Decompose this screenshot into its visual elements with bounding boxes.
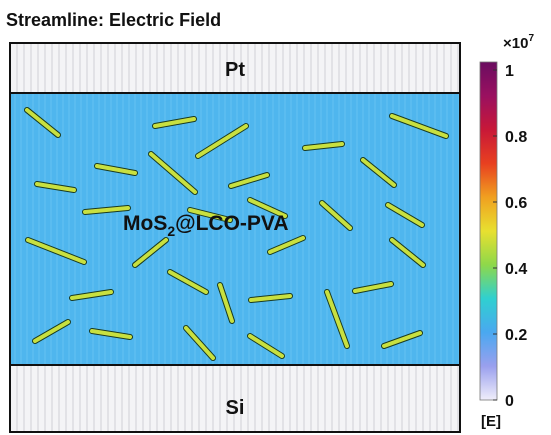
layer-label: Pt: [225, 59, 245, 81]
tick-label: 0.6: [505, 195, 527, 212]
tick-label: 0.8: [505, 129, 527, 146]
tick-label: 0.2: [505, 327, 527, 344]
colorbar: [480, 62, 497, 400]
tick-label: 1: [505, 63, 514, 80]
label-subscript: 2: [167, 223, 175, 239]
colorbar-ticks: 0 0.2 0.4 0.6 0.8 1: [493, 63, 527, 410]
figure: Streamline: Electric Field Pt MoS2@LCO-P…: [0, 0, 551, 435]
multiplier-exponent: 7: [528, 33, 534, 44]
layer-label: MoS2@LCO-PVA: [123, 212, 289, 239]
title: Streamline: Electric Field: [6, 10, 221, 30]
tick-label: 0: [505, 393, 514, 410]
label-part: MoS: [123, 212, 167, 235]
colorbar-multiplier: ×107: [503, 33, 534, 52]
label-part: @LCO-PVA: [175, 212, 288, 235]
tick-label: 0.4: [505, 261, 527, 278]
layer-label: Si: [226, 397, 245, 419]
multiplier-base: ×10: [503, 35, 528, 52]
colorbar-unit: [E]: [481, 413, 501, 430]
